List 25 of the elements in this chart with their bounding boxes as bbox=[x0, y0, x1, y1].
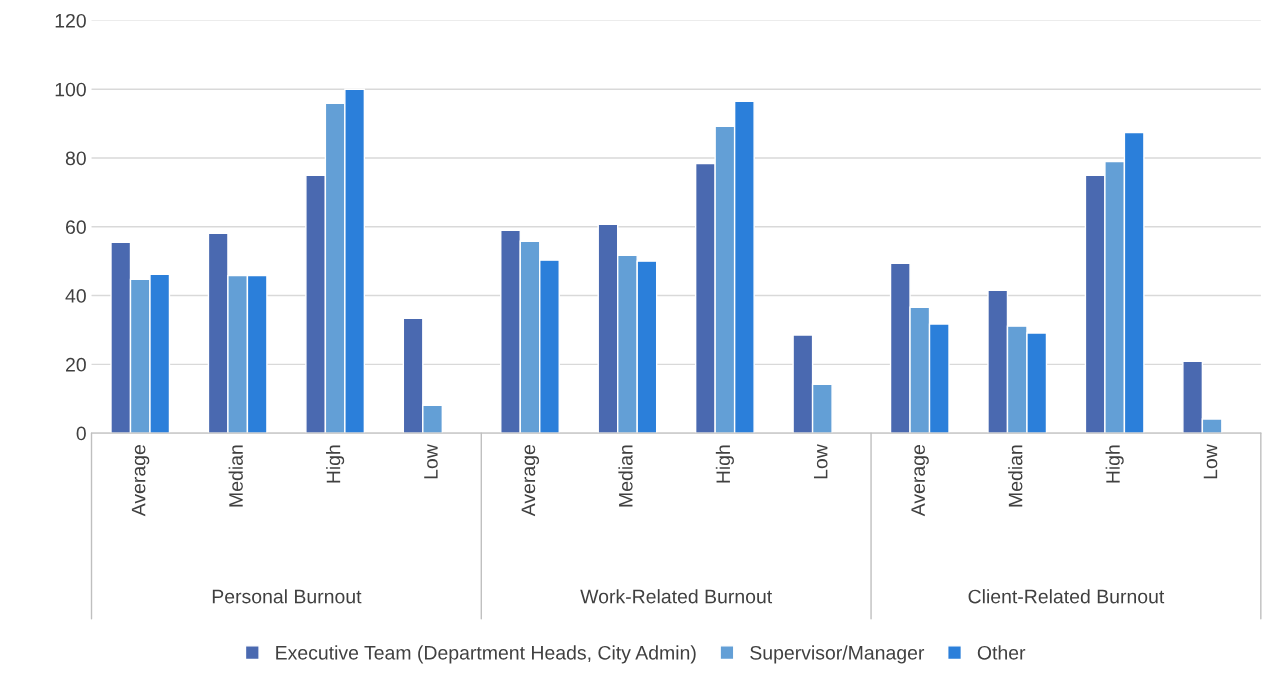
y-tick-label: 20 bbox=[66, 357, 86, 372]
legend-label: Supervisor/Manager bbox=[750, 645, 925, 664]
y-tick-label: 0 bbox=[76, 426, 86, 441]
y-tick-label: 60 bbox=[66, 220, 86, 235]
x-tick-label: High bbox=[1105, 445, 1124, 483]
legend-label: Other bbox=[977, 645, 1026, 660]
y-tick-label: 100 bbox=[55, 82, 86, 97]
x-tick-label: Median bbox=[228, 445, 243, 507]
y-tick-label: 80 bbox=[65, 151, 86, 166]
x-tick-label: Average bbox=[911, 445, 929, 517]
x-tick-label: Median bbox=[1008, 445, 1023, 507]
text: Client-Related Burnout bbox=[968, 589, 1165, 604]
text: Personal Burnout bbox=[212, 589, 362, 604]
x-tick-label: Low bbox=[1203, 444, 1218, 479]
x-tick-label: Median bbox=[618, 445, 633, 507]
text: Work-Related Burnout bbox=[580, 589, 773, 604]
y-tick-label: 40 bbox=[65, 289, 86, 303]
x-tick-label: Average bbox=[521, 445, 540, 517]
x-tick-label: High bbox=[715, 445, 734, 483]
x-tick-label: Average bbox=[131, 445, 150, 517]
x-tick-label: Low bbox=[424, 444, 438, 479]
x-tick-label: High bbox=[326, 445, 345, 483]
x-tick-label: Low bbox=[813, 444, 828, 479]
y-tick-label: 120 bbox=[55, 13, 86, 28]
legend-label: Executive Team (Department Heads, City Admin) bbox=[276, 645, 696, 664]
